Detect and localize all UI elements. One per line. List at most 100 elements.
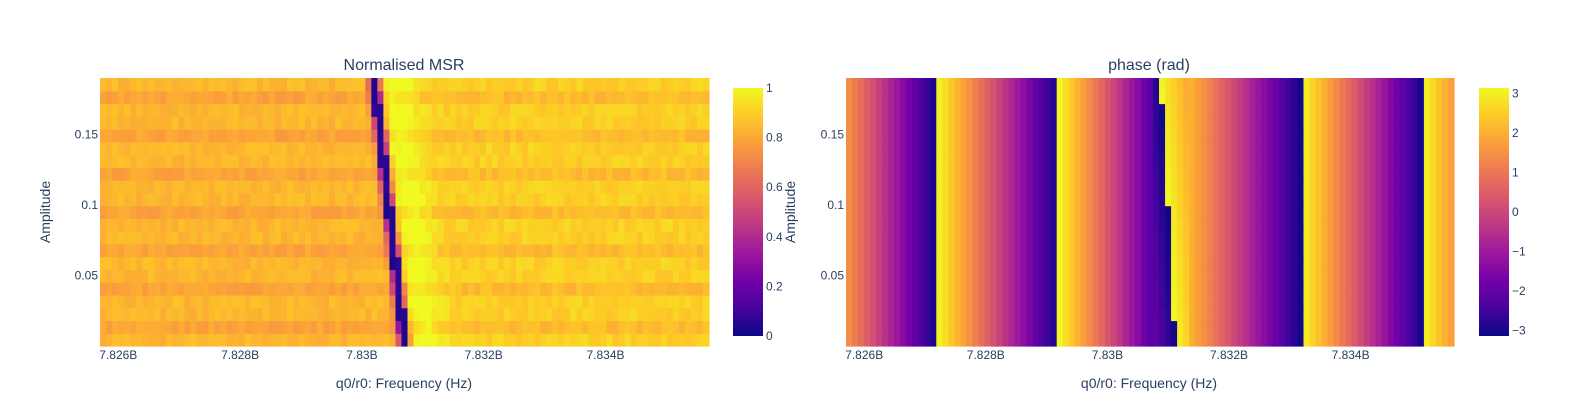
- phase-heatmap-cell: [1279, 167, 1287, 181]
- msr-heatmap-cell: [335, 103, 342, 117]
- msr-heatmap-cell: [540, 320, 547, 334]
- phase-heatmap-cell: [1333, 218, 1341, 232]
- msr-heatmap-cell: [449, 294, 457, 309]
- phase-heatmap-cell: [1291, 103, 1299, 117]
- msr-heatmap-cell: [467, 192, 475, 207]
- msr-heatmap-cell: [612, 294, 620, 309]
- phase-heatmap-cell: [936, 218, 943, 232]
- msr-heatmap-cell: [630, 205, 638, 219]
- phase-heatmap-cell: [1261, 90, 1268, 105]
- phase-heatmap-cell: [1201, 282, 1208, 296]
- msr-heatmap-cell: [485, 90, 493, 105]
- phase-x-tick-label: 7.83B: [1092, 348, 1123, 362]
- phase-heatmap-cell: [930, 103, 937, 117]
- msr-heatmap-cell: [443, 192, 451, 207]
- phase-heatmap-cell: [936, 78, 943, 92]
- phase-heatmap-cell: [1050, 180, 1058, 194]
- phase-heatmap-cell: [1008, 256, 1016, 271]
- phase-heatmap-cell: [960, 256, 967, 271]
- msr-heatmap-cell: [642, 218, 650, 232]
- msr-heatmap-cell: [648, 320, 656, 334]
- msr-heatmap-cell: [118, 129, 125, 143]
- msr-heatmap-cell: [606, 294, 614, 309]
- phase-heatmap-cell: [1050, 78, 1058, 92]
- phase-heatmap-cell: [1375, 307, 1383, 322]
- phase-heatmap-cell: [1183, 192, 1190, 207]
- msr-heatmap-cell: [256, 307, 264, 322]
- phase-heatmap-cell: [1026, 90, 1034, 105]
- msr-heatmap-cell: [160, 78, 167, 92]
- msr-heatmap-cell: [256, 333, 264, 347]
- msr-heatmap-cell: [401, 154, 409, 168]
- phase-heatmap-cell: [1189, 205, 1196, 219]
- msr-heatmap-cell: [220, 218, 228, 232]
- msr-heatmap-cell: [347, 192, 354, 207]
- msr-heatmap-cell: [702, 256, 710, 271]
- msr-heatmap-cell: [371, 231, 378, 245]
- phase-heatmap-cell: [1116, 218, 1124, 232]
- msr-heatmap-cell: [184, 129, 192, 143]
- msr-heatmap-cell: [642, 256, 650, 271]
- phase-heatmap-cell: [888, 218, 895, 232]
- phase-heatmap-cell: [930, 218, 937, 232]
- msr-heatmap-cell: [407, 333, 415, 347]
- msr-heatmap-cell: [389, 218, 397, 232]
- phase-heatmap-cell: [1146, 218, 1154, 232]
- phase-heatmap-cell: [1243, 129, 1250, 143]
- phase-heatmap-cell: [1026, 294, 1034, 309]
- phase-heatmap-cell: [1177, 167, 1184, 181]
- msr-heatmap-cell: [407, 269, 415, 283]
- phase-heatmap-cell: [882, 78, 889, 92]
- msr-heatmap-cell: [353, 192, 360, 207]
- msr-heatmap-cell: [690, 231, 698, 245]
- msr-heatmap-cell: [250, 243, 258, 258]
- phase-heatmap-cell: [906, 129, 913, 143]
- phase-heatmap-cell: [1213, 129, 1220, 143]
- phase-heatmap-cell: [1002, 294, 1010, 309]
- msr-heatmap-cell: [317, 154, 324, 168]
- phase-heatmap-cell: [1411, 269, 1419, 283]
- phase-heatmap-cell: [1315, 192, 1323, 207]
- msr-heatmap[interactable]: [100, 78, 710, 347]
- phase-heatmap-cell: [1146, 90, 1154, 105]
- phase-heatmap-cell: [870, 192, 877, 207]
- phase-heatmap-cell: [1315, 141, 1323, 156]
- msr-heatmap-cell: [238, 103, 246, 117]
- phase-heatmap-cell: [912, 243, 919, 258]
- phase-heatmap-cell: [1435, 269, 1443, 283]
- phase-heatmap-cell: [1417, 320, 1425, 334]
- msr-heatmap-cell: [196, 243, 204, 258]
- msr-heatmap-cell: [262, 218, 270, 232]
- phase-heatmap-cell: [1351, 180, 1359, 194]
- msr-heatmap-cell: [353, 205, 360, 219]
- phase-heatmap-cell: [1237, 90, 1244, 105]
- phase-heatmap-cell: [1020, 116, 1028, 130]
- phase-heatmap-cell: [1363, 218, 1371, 232]
- phase-heatmap-cell: [1375, 167, 1383, 181]
- phase-heatmap-cell: [1393, 116, 1401, 130]
- msr-heatmap-cell: [100, 90, 107, 105]
- phase-heatmap-cell: [1345, 218, 1353, 232]
- phase-heatmap-cell: [972, 307, 980, 322]
- msr-heatmap-cell: [437, 205, 445, 219]
- msr-heatmap-cell: [546, 192, 553, 207]
- phase-heatmap-cell: [1237, 192, 1244, 207]
- msr-heatmap-cell: [305, 154, 312, 168]
- msr-heatmap-cell: [654, 218, 662, 232]
- msr-heatmap-cell: [624, 192, 632, 207]
- msr-heatmap-cell: [389, 333, 397, 347]
- msr-heatmap-cell: [582, 333, 590, 347]
- phase-heatmap-cell: [1351, 78, 1359, 92]
- msr-heatmap-cell: [214, 231, 222, 245]
- phase-heatmap-cell: [1309, 307, 1317, 322]
- phase-heatmap-cell: [990, 167, 998, 181]
- msr-heatmap-cell: [280, 243, 288, 258]
- msr-heatmap-cell: [516, 231, 523, 245]
- phase-heatmap-cell: [966, 218, 974, 232]
- msr-heatmap-cell: [220, 78, 228, 92]
- msr-heatmap-cell: [702, 282, 710, 296]
- phase-heatmap-cell: [1249, 180, 1256, 194]
- msr-heatmap-cell: [606, 218, 614, 232]
- phase-heatmap[interactable]: [846, 78, 1455, 347]
- msr-heatmap-cell: [588, 78, 596, 92]
